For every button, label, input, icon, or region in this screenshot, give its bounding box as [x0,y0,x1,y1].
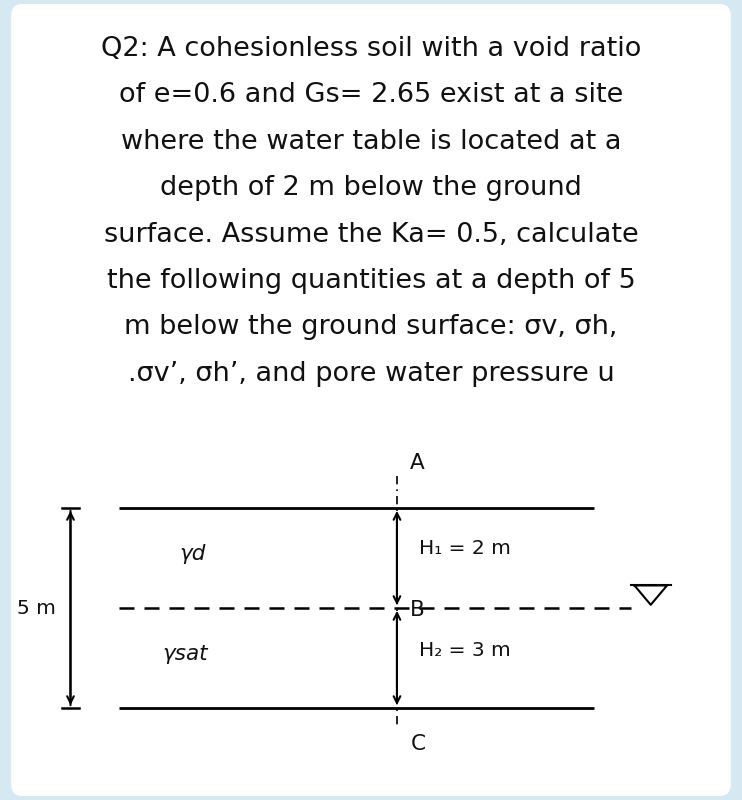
Text: H₂ = 3 m: H₂ = 3 m [419,641,511,659]
Text: B: B [410,600,425,619]
Text: m below the ground surface: σv, σh,: m below the ground surface: σv, σh, [125,314,617,341]
Text: where the water table is located at a: where the water table is located at a [121,129,621,155]
Text: C: C [410,734,425,754]
Text: γsat: γsat [162,644,209,664]
Text: A: A [410,453,425,473]
Text: the following quantities at a depth of 5: the following quantities at a depth of 5 [107,268,635,294]
Text: surface. Assume the Ka= 0.5, calculate: surface. Assume the Ka= 0.5, calculate [104,222,638,248]
Text: γd: γd [180,544,206,564]
Text: Q2: A cohesionless soil with a void ratio: Q2: A cohesionless soil with a void rati… [101,36,641,62]
Text: depth of 2 m below the ground: depth of 2 m below the ground [160,175,582,202]
Text: 5 m: 5 m [17,598,56,618]
Text: H₁ = 2 m: H₁ = 2 m [419,539,511,558]
Text: of e=0.6 and Gs= 2.65 exist at a site: of e=0.6 and Gs= 2.65 exist at a site [119,82,623,109]
Text: .σv’, σh’, and pore water pressure u: .σv’, σh’, and pore water pressure u [128,361,614,387]
